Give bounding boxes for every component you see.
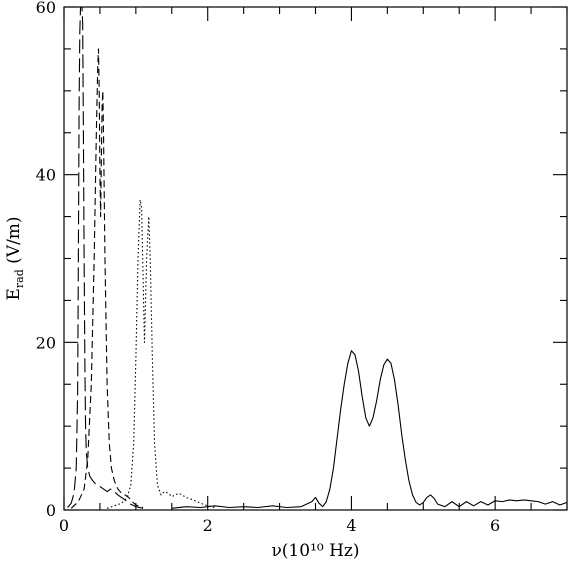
series-layer: [67, 7, 567, 509]
y-axis-label-main: E: [4, 288, 24, 300]
labels-layer: ν(10¹⁰ Hz) Erad (V/m): [4, 216, 360, 561]
y-tick-label: 60: [36, 0, 56, 17]
y-axis-label-subscript: rad: [13, 269, 26, 288]
y-tick-label: 0: [46, 501, 56, 520]
series-line-solid: [171, 350, 567, 509]
plot-frame: [63, 6, 568, 511]
y-axis-label-unit: (V/m): [4, 216, 24, 269]
series-line-dotted: [106, 199, 216, 509]
x-tick-label: 2: [203, 516, 213, 535]
x-tick-label: 0: [59, 516, 69, 535]
y-tick-label: 40: [36, 166, 56, 185]
series-line-long-dash: [67, 7, 144, 509]
y-axis-label: Erad (V/m): [4, 216, 26, 300]
series-line-short-dash: [70, 48, 144, 509]
y-tick-label: 20: [36, 333, 56, 352]
x-tick-label: 6: [490, 516, 500, 535]
x-axis-label: ν(10¹⁰ Hz): [271, 541, 359, 561]
x-tick-label: 4: [346, 516, 356, 535]
svg-text:Erad (V/m): Erad (V/m): [4, 216, 26, 300]
